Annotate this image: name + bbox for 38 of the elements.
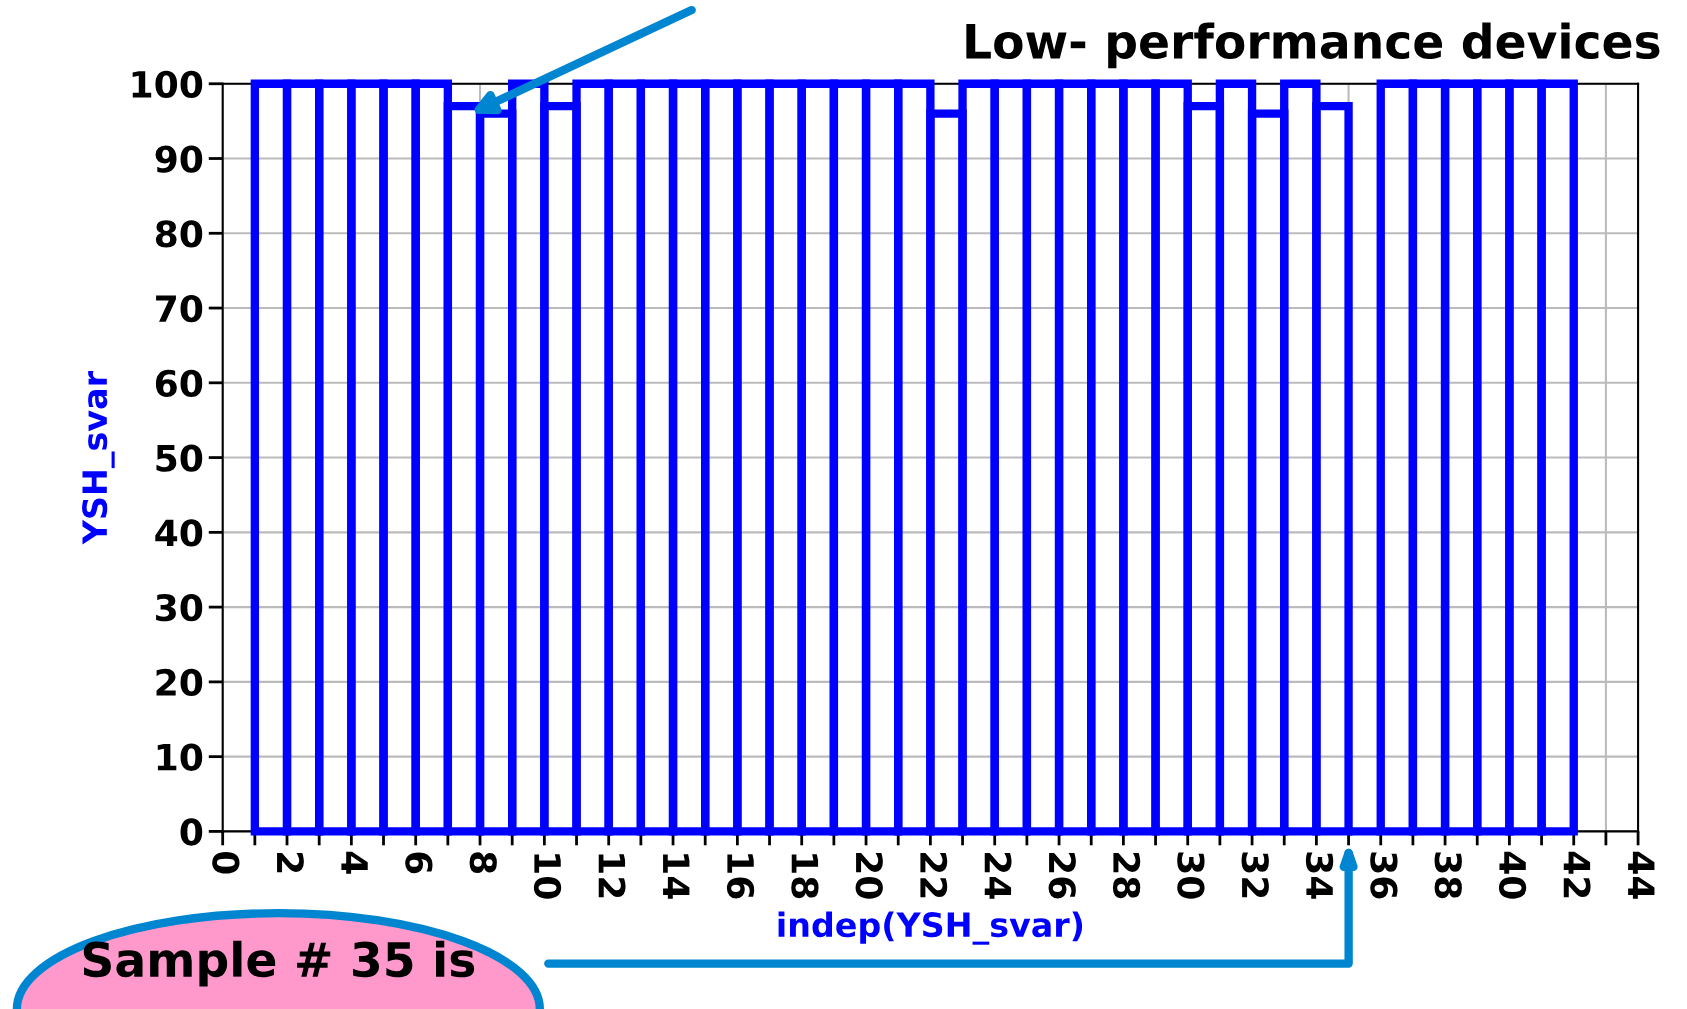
x-tick-label: 32 xyxy=(1241,852,1269,898)
x-tick-label: 8 xyxy=(469,852,497,874)
y-tick-label: 90 xyxy=(155,145,203,173)
x-tick-label: 26 xyxy=(1048,853,1076,899)
x-tick-label: 44 xyxy=(1628,851,1655,899)
x-tick-label: 18 xyxy=(791,854,819,899)
x-tick-label: 14 xyxy=(663,854,690,899)
x-tick-label: 34 xyxy=(1305,852,1334,899)
text: Low- performance devices xyxy=(966,22,1660,69)
x-tick-label: 24 xyxy=(984,853,1012,899)
y-tick-label: 100 xyxy=(132,70,203,98)
x-tick-label: 30 xyxy=(1177,852,1205,899)
y-tick-label: 50 xyxy=(156,444,203,472)
y-tick-label: 10 xyxy=(157,743,203,771)
x-tick-label: 4 xyxy=(341,851,368,874)
x-tick-label: 12 xyxy=(598,854,626,898)
x-tick-label: 36 xyxy=(1370,852,1398,899)
y-tick-label: 20 xyxy=(156,668,203,697)
x-tick-label: 42 xyxy=(1563,851,1591,898)
y-tick-label: 80 xyxy=(155,220,203,248)
x-tick-label: 2 xyxy=(277,853,304,873)
x-tick-label: 0 xyxy=(212,851,240,874)
x-tick-label: 16 xyxy=(726,854,755,899)
x-tick-label: 10 xyxy=(533,854,562,899)
y-tick-label: 70 xyxy=(156,294,203,323)
y-axis-title: YSH_svar xyxy=(82,371,115,545)
x-axis-title: indep(YSH_svar) xyxy=(778,911,1083,945)
y-tick-label: 60 xyxy=(155,369,203,398)
x-tick-label: 28 xyxy=(1112,853,1141,899)
y-tick-label: 0 xyxy=(180,818,203,846)
y-tick-label: 40 xyxy=(155,519,203,547)
y-tick-label: 30 xyxy=(156,594,203,622)
x-tick-label: 40 xyxy=(1498,851,1527,899)
x-tick-label: 22 xyxy=(920,853,948,898)
text: Sample # 35 is xyxy=(83,940,475,987)
x-tick-label: 6 xyxy=(405,852,433,874)
x-tick-label: 20 xyxy=(855,853,883,899)
x-tick-label: 38 xyxy=(1434,852,1462,899)
